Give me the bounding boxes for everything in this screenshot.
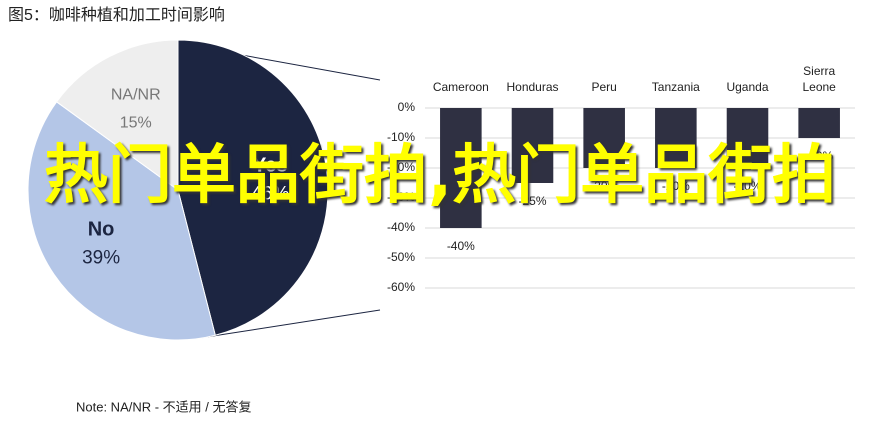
bar (440, 108, 482, 228)
bar (583, 108, 625, 168)
bar (655, 108, 697, 168)
y-tick-label: -10% (387, 130, 415, 144)
connector (199, 309, 381, 339)
slice-label: Yes (253, 155, 287, 177)
bar-label: -10% (805, 149, 833, 163)
x-tick-label: Peru (591, 80, 616, 94)
chart-title: 图5：咖啡种植和加工时间影响 (8, 6, 225, 24)
slice-value: 39% (82, 247, 120, 268)
bar-label: -40% (447, 239, 475, 253)
slice-label: No (88, 219, 115, 241)
overlay-text: 热门单品街拍,热门单品街拍 (43, 139, 837, 213)
x-tick-label: Tanzania (652, 80, 700, 94)
bar-label: -20% (733, 179, 761, 193)
y-tick-label: 0% (398, 100, 416, 114)
x-tick-label: Cameroon (433, 80, 489, 94)
slice-label: NA/NR (111, 86, 161, 103)
slice-value: 15% (120, 114, 152, 131)
y-tick-label: -30% (387, 190, 415, 204)
y-tick-label: -20% (387, 160, 415, 174)
bar (511, 108, 554, 183)
y-tick-label: -60% (387, 280, 415, 294)
pie-slice (177, 39, 329, 336)
bar-label: -20% (662, 179, 690, 193)
pie-slice (55, 39, 179, 191)
x-tick-label-line: Sierra (803, 64, 835, 78)
pie-slice (27, 101, 216, 341)
bar-label: -20% (590, 179, 618, 193)
bar (798, 108, 840, 138)
x-tick-label: Uganda (726, 80, 768, 94)
slice-value: 46% (251, 183, 289, 204)
x-tick-label-line: Leone (802, 80, 836, 94)
y-tick-label: -50% (387, 250, 415, 264)
note: Note: NA/NR - 不适用 / 无答复 (76, 399, 252, 414)
bar-label: -25% (518, 194, 546, 208)
bar (726, 108, 769, 168)
x-tick-label: Sierra Leone (802, 64, 836, 94)
x-tick-label: Honduras (506, 80, 558, 94)
y-tick-label: -40% (387, 220, 415, 234)
